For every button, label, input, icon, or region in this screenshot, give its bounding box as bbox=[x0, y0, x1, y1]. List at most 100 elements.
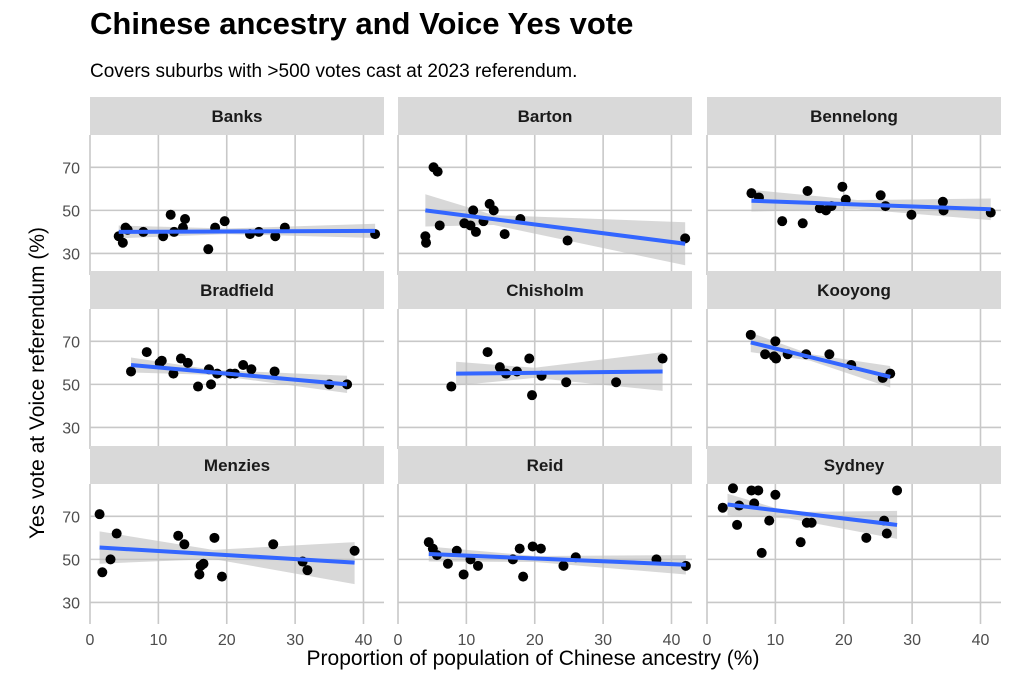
trend-line bbox=[456, 369, 663, 376]
data-point bbox=[446, 381, 457, 392]
data-point bbox=[797, 218, 808, 229]
data-point bbox=[482, 347, 493, 358]
y-axis-title: Yes vote at Voice referendum (%) bbox=[26, 227, 49, 539]
panel-chisholm: Chisholm bbox=[397, 271, 692, 449]
facet-label: Menzies bbox=[204, 456, 270, 475]
trend-line bbox=[750, 340, 891, 379]
data-point bbox=[468, 205, 479, 216]
x-tick-label: 10 bbox=[457, 632, 475, 649]
data-point bbox=[514, 543, 525, 554]
data-point bbox=[732, 519, 743, 530]
data-point bbox=[165, 209, 176, 220]
panel-reid: Reid 0 10 20 30 40 bbox=[394, 446, 692, 649]
data-point bbox=[168, 368, 179, 379]
data-point bbox=[837, 181, 848, 192]
x-tick-label: 40 bbox=[663, 632, 681, 649]
data-point bbox=[179, 539, 190, 550]
x-tick-label: 10 bbox=[149, 632, 167, 649]
data-point bbox=[756, 547, 767, 558]
facet-strip bbox=[398, 446, 692, 484]
x-tick-label: 40 bbox=[355, 632, 373, 649]
data-point bbox=[268, 539, 279, 550]
facet-label: Chisholm bbox=[506, 281, 583, 300]
x-tick-label: 0 bbox=[394, 632, 403, 649]
facet-strip bbox=[707, 97, 1001, 135]
data-point bbox=[535, 543, 546, 554]
facet-label: Barton bbox=[518, 107, 573, 126]
y-tick-label: 70 bbox=[62, 509, 80, 526]
y-tick-label: 70 bbox=[62, 160, 80, 177]
data-point bbox=[156, 355, 167, 366]
x-tick-label: 30 bbox=[286, 632, 304, 649]
data-point bbox=[198, 558, 209, 569]
data-point bbox=[680, 233, 691, 244]
data-point bbox=[269, 366, 280, 377]
data-point bbox=[657, 353, 668, 364]
trend-line bbox=[751, 198, 991, 212]
facet-strip bbox=[707, 446, 1001, 484]
facet-strip bbox=[707, 271, 1001, 309]
data-point bbox=[745, 329, 756, 340]
data-point bbox=[753, 485, 764, 496]
data-point bbox=[518, 571, 529, 582]
data-point bbox=[270, 231, 281, 242]
panel-kooyong: Kooyong bbox=[706, 271, 1001, 449]
chart-subtitle: Covers suburbs with >500 votes cast at 2… bbox=[90, 61, 578, 82]
data-point bbox=[141, 347, 152, 358]
confidence-band bbox=[425, 194, 686, 266]
chart-title: Chinese ancestry and Voice Yes vote bbox=[90, 6, 634, 41]
data-point bbox=[771, 353, 782, 364]
data-point bbox=[442, 558, 453, 569]
facet-panels: Banks 30 50 70 Barton Bennelong Bradfield 30 50 7… bbox=[62, 97, 1001, 649]
data-point bbox=[727, 483, 738, 494]
x-tick-label: 0 bbox=[86, 632, 95, 649]
data-point bbox=[499, 229, 510, 240]
data-point bbox=[524, 353, 535, 364]
data-point bbox=[611, 377, 622, 388]
data-point bbox=[764, 515, 775, 526]
data-point bbox=[105, 554, 116, 565]
data-point bbox=[488, 205, 499, 216]
data-point bbox=[117, 237, 128, 248]
facet-label: Bennelong bbox=[810, 107, 898, 126]
facet-strip bbox=[90, 446, 384, 484]
data-point bbox=[173, 530, 184, 541]
data-point bbox=[180, 214, 191, 224]
trend-line bbox=[727, 502, 898, 527]
x-tick-label: 20 bbox=[835, 632, 853, 649]
trend-line bbox=[130, 363, 348, 387]
data-point bbox=[802, 186, 813, 196]
x-tick-label: 40 bbox=[972, 632, 990, 649]
panel-banks: Banks 30 50 70 bbox=[62, 97, 384, 275]
data-point bbox=[94, 509, 105, 520]
facet-label: Reid bbox=[527, 456, 564, 475]
data-point bbox=[434, 220, 445, 231]
x-tick-label: 30 bbox=[594, 632, 612, 649]
x-axis-title: Proportion of population of Chinese ance… bbox=[307, 647, 760, 670]
data-point bbox=[432, 166, 443, 177]
x-tick-label: 0 bbox=[703, 632, 712, 649]
data-point bbox=[219, 216, 230, 227]
data-point bbox=[906, 209, 917, 220]
data-point bbox=[458, 569, 469, 580]
data-point bbox=[770, 336, 781, 347]
panel-sydney: Sydney 0 10 20 30 40 bbox=[703, 446, 1001, 649]
trend-line bbox=[99, 545, 355, 565]
data-point bbox=[302, 565, 313, 576]
trend-line bbox=[428, 552, 686, 567]
data-point bbox=[246, 364, 257, 375]
data-point bbox=[111, 528, 122, 539]
facet-label: Sydney bbox=[824, 456, 885, 475]
data-point bbox=[203, 244, 214, 255]
y-tick-label: 30 bbox=[62, 595, 80, 612]
panel-bradfield: Bradfield 30 50 70 bbox=[62, 271, 384, 449]
facet-label: Banks bbox=[211, 107, 262, 126]
data-point bbox=[470, 226, 481, 237]
y-tick-label: 70 bbox=[62, 334, 80, 351]
data-point bbox=[472, 560, 483, 571]
data-point bbox=[238, 360, 249, 370]
data-point bbox=[209, 532, 220, 543]
facet-strip bbox=[398, 97, 692, 135]
y-tick-label: 50 bbox=[62, 377, 80, 394]
